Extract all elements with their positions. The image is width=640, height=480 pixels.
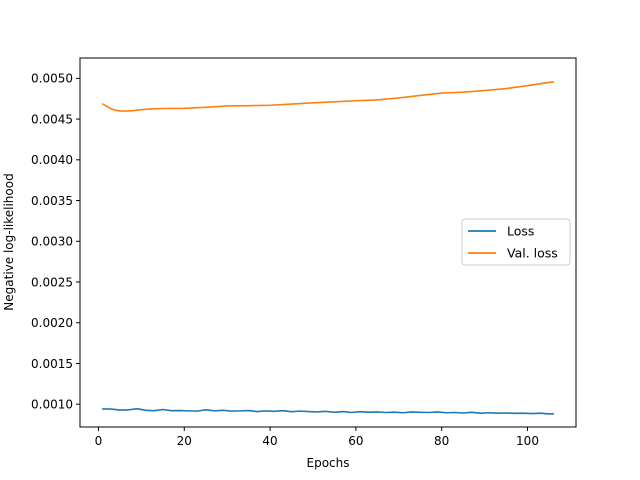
x-tick-label: 100 [516, 434, 539, 448]
plot-frame [79, 57, 577, 428]
y-tick-label: 0.0025 [31, 275, 73, 289]
y-tick-label: 0.0035 [31, 194, 73, 208]
x-tick-label: 80 [434, 434, 449, 448]
plot-lines [101, 80, 555, 415]
x-axis-label: Epochs [307, 456, 350, 470]
y-tick-label: 0.0015 [31, 357, 73, 371]
y-tick-label: 0.0010 [31, 397, 73, 411]
y-axis-label: Negative log-likelihood [2, 173, 16, 310]
y-tick-label: 0.0040 [31, 153, 73, 167]
x-tick-label: 20 [177, 434, 192, 448]
x-tick-label: 60 [348, 434, 363, 448]
y-tick-label: 0.0045 [31, 112, 73, 126]
y-axis: 0.0010 0.0015 0.0020 0.0025 0.0030 0.0035 0.00… [31, 72, 80, 411]
x-tick-label: 0 [95, 434, 103, 448]
legend: Loss Val. loss [461, 218, 571, 266]
x-axis: 0 20 40 60 80 100 [95, 427, 539, 448]
series-line-loss [101, 407, 555, 415]
legend-label: Loss [507, 224, 534, 239]
x-tick-label: 40 [262, 434, 277, 448]
y-tick-label: 0.0020 [31, 316, 73, 330]
series-line-val-loss [101, 80, 555, 112]
y-tick-label: 0.0050 [31, 72, 73, 86]
y-tick-label: 0.0030 [31, 235, 73, 249]
legend-label: Val. loss [507, 246, 558, 261]
